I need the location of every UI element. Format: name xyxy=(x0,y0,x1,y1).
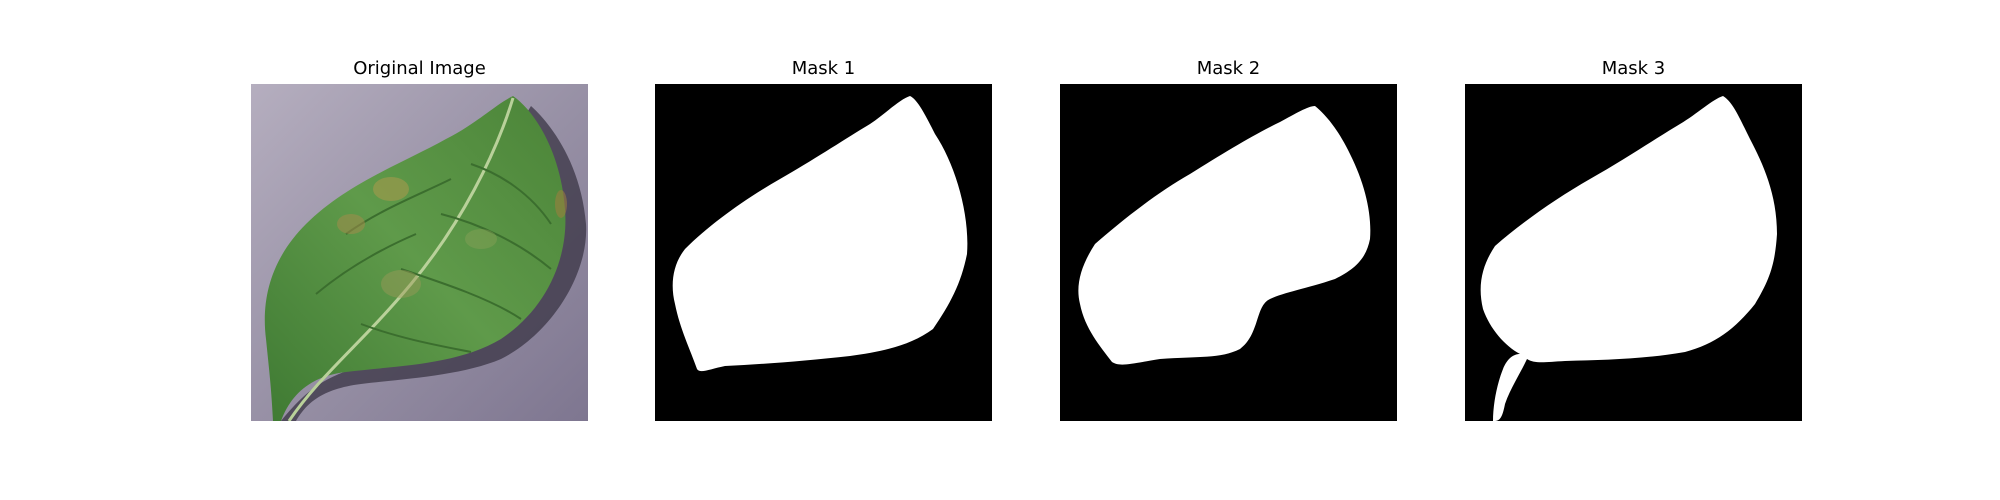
leaf-photo xyxy=(251,84,588,421)
leaf-vein xyxy=(470,163,552,225)
panel-title-mask-1: Mask 1 xyxy=(791,58,856,79)
mask-2-foreground xyxy=(1078,106,1371,365)
leaf-spot xyxy=(381,270,421,298)
panel-title-mask-2: Mask 2 xyxy=(1196,58,1261,79)
leaf-body xyxy=(264,96,566,421)
leaf-spot xyxy=(373,177,409,201)
mask-2-panel xyxy=(1060,84,1397,421)
mask-1-image xyxy=(655,84,992,421)
leaf-vein xyxy=(315,233,417,295)
panel-title-original-image: Original Image xyxy=(353,58,486,79)
mask-3-foreground xyxy=(1480,96,1777,421)
leaf-vein xyxy=(400,268,522,320)
leaf-vein xyxy=(360,323,472,353)
leaf-spot xyxy=(465,229,497,249)
mask-3-panel xyxy=(1465,84,1802,421)
panel-title-mask-3: Mask 3 xyxy=(1601,58,1666,79)
mask-1-panel xyxy=(655,84,992,421)
mask-2-image xyxy=(1060,84,1397,421)
leaf-midrib xyxy=(287,97,515,421)
leaf-spot xyxy=(555,190,567,218)
original-image-panel xyxy=(251,84,588,421)
mask-3-image xyxy=(1465,84,1802,421)
leaf-spot xyxy=(337,214,365,234)
mask-1-foreground xyxy=(672,96,968,372)
leaf-vein xyxy=(440,213,552,270)
